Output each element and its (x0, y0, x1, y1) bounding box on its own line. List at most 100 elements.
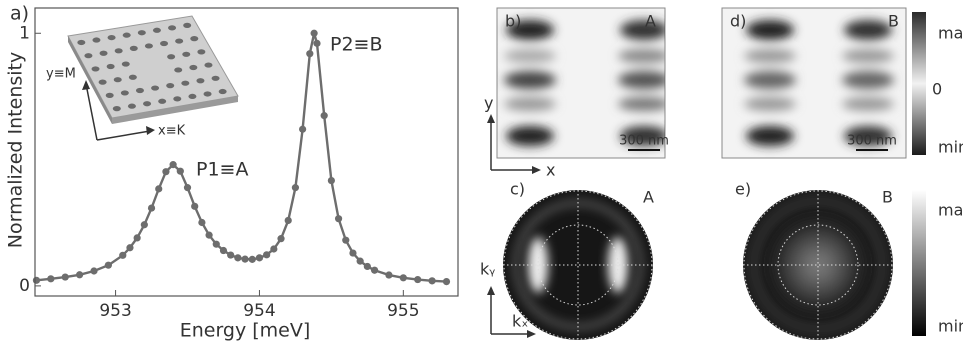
hole (99, 50, 108, 56)
data-point (162, 168, 170, 176)
hole (122, 32, 131, 38)
data-point (370, 266, 379, 274)
data-point (356, 257, 364, 265)
hole (135, 87, 144, 94)
x-tick-label: 953 (99, 301, 131, 321)
data-point (234, 254, 242, 262)
mode-label: A (645, 12, 656, 31)
data-point (76, 271, 84, 279)
kspace-guides (503, 190, 653, 340)
hole (189, 64, 198, 71)
arrow-head (487, 286, 495, 295)
data-point (47, 275, 55, 283)
data-point (90, 267, 98, 275)
hole (167, 54, 176, 60)
hole (128, 74, 137, 80)
hole (137, 30, 146, 36)
kspace-e-pattern (751, 198, 885, 332)
hole (151, 85, 160, 91)
panel-label: a) (10, 3, 29, 25)
panel-label: c) (510, 180, 525, 199)
data-point (349, 249, 357, 257)
data-point (291, 184, 300, 192)
data-point (263, 251, 271, 259)
hole (160, 40, 169, 47)
data-point (310, 29, 318, 37)
data-point (428, 277, 436, 285)
data-point (119, 251, 127, 259)
axis-label: y (484, 94, 493, 113)
kspace-c (503, 190, 653, 340)
data-point (363, 262, 371, 271)
hole (121, 61, 130, 67)
colorbar-label: max (938, 24, 963, 43)
y-tick-label: 1 (19, 23, 30, 43)
annotation: P1≡A (196, 159, 248, 181)
colorbar-label: max (938, 201, 963, 220)
data-point (306, 50, 314, 58)
hole (112, 106, 121, 112)
data-point (32, 276, 41, 284)
scale-bar-label: 300 nm (847, 134, 897, 149)
data-point (205, 231, 213, 239)
data-point (320, 112, 328, 120)
data-point (169, 161, 177, 169)
data-point (414, 275, 422, 284)
hole (144, 43, 153, 49)
scale-bar-label: 300 nm (619, 134, 669, 149)
hole (127, 103, 136, 109)
colorbar (912, 12, 926, 155)
mode-label: B (882, 188, 893, 207)
hole (91, 66, 100, 72)
hole (190, 36, 199, 42)
mode-label: B (888, 12, 899, 31)
data-point (133, 234, 141, 242)
data-point (212, 240, 220, 248)
x-tick-label: 954 (243, 301, 275, 321)
axis-label: kₓ (512, 312, 528, 331)
hole (107, 34, 116, 41)
data-point (342, 236, 350, 244)
colorbar (912, 190, 926, 336)
colorbar-label: min (938, 138, 963, 157)
data-point (248, 255, 256, 263)
data-point (191, 202, 199, 210)
hole (166, 83, 175, 89)
axis-label: x (546, 161, 555, 180)
hole (211, 75, 220, 81)
panel-label: d) (730, 12, 746, 31)
data-point (126, 244, 134, 252)
arrow-head (146, 126, 155, 135)
data-point (399, 274, 407, 282)
hole (106, 63, 115, 70)
inset-axis (96, 130, 151, 141)
hole (182, 51, 191, 57)
hole (84, 53, 93, 59)
data-point (270, 245, 278, 253)
x-tick-label: 955 (387, 301, 419, 321)
pattern-b (504, 20, 665, 146)
arrow-head (487, 114, 495, 123)
inset-label: y≡M (46, 67, 76, 82)
hole (181, 80, 190, 86)
hole (175, 38, 184, 44)
data-point (299, 125, 307, 133)
plate (67, 15, 239, 119)
hole (158, 98, 167, 104)
hole (114, 48, 123, 54)
data-point (176, 167, 184, 175)
kspace-guides (743, 190, 893, 340)
hole (204, 62, 213, 68)
data-point (313, 39, 321, 47)
x-axis-label: Energy [meV] (180, 320, 311, 342)
hole (105, 92, 114, 98)
data-point (442, 278, 451, 286)
y-tick-label: 0 (19, 276, 30, 296)
hole (196, 78, 205, 84)
data-point (155, 185, 163, 193)
data-point (104, 261, 112, 269)
hole (197, 49, 206, 55)
data-point (61, 273, 69, 281)
